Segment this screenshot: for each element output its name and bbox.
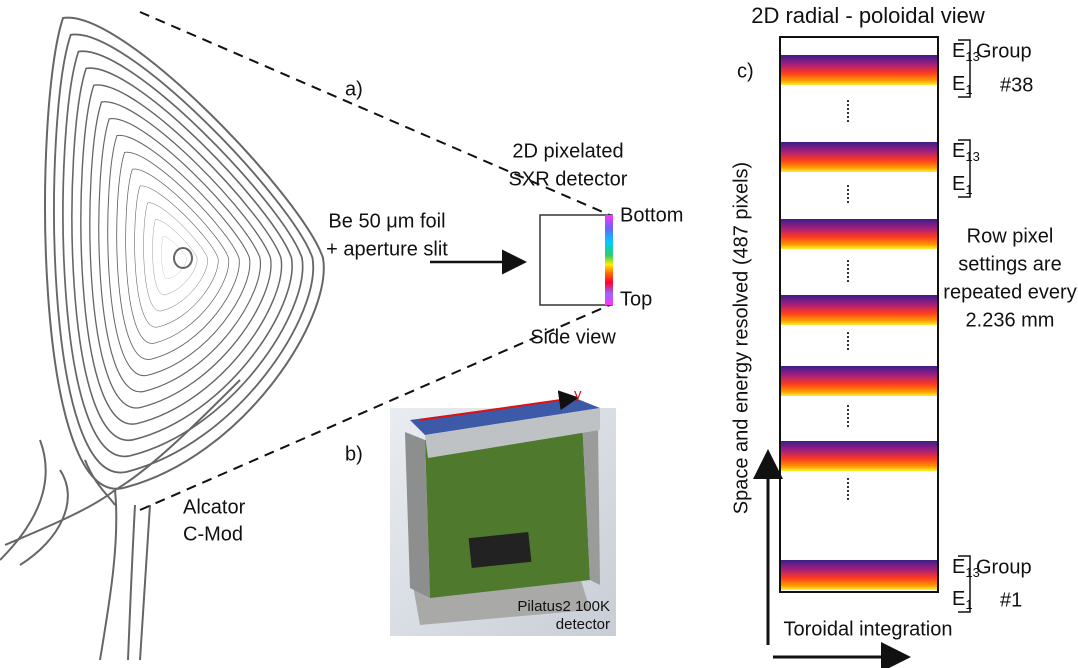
group-number: #1 [1000,589,1022,611]
flux-surface [135,186,219,327]
label: Alcator [183,496,246,518]
pixel-row-band [781,560,937,590]
energy-letter: E [952,73,965,95]
energy-letter: E [952,173,965,195]
panel-label: c) [737,60,754,82]
panel-label: a) [345,78,363,100]
flux-surfaces [45,18,324,489]
pixel-row-band [781,366,937,396]
note-line: repeated every [943,281,1076,303]
energy-letter: E [952,588,965,610]
energy-subscript: 13 [965,149,979,164]
energy-subscript: 1 [965,597,972,612]
axis-title: Toroidal integration [784,618,953,640]
flux-surface [174,248,192,268]
pixel-row-band [781,441,937,471]
group-name: Group [976,556,1032,578]
note-line: 2.236 mm [966,309,1055,331]
energy-letter: E [952,556,965,578]
label: Be 50 μm foil [328,210,445,232]
energy-subscript: 1 [965,182,972,197]
label: C-Mod [183,523,243,545]
axis-title: Space and energy resolved (487 pixels) [730,162,752,514]
pixel-row-band [781,295,937,325]
label: Side view [530,326,616,348]
note-line: Row pixel [967,225,1054,247]
label: Bottom [620,204,683,226]
energy-label: E13 [952,140,980,164]
axis-label: y [574,386,582,403]
detector-box [540,215,612,305]
energy-subscript: 1 [965,82,972,97]
caption: detector [556,616,610,633]
energy-letter: E [952,40,965,62]
group-number: #38 [1000,74,1033,96]
group-name: Group [976,40,1032,62]
label: Top [620,288,652,310]
panel-title: 2D radial - poloidal view [751,3,985,28]
flux-surface [54,34,313,472]
separatrix-legs [0,380,240,660]
label: 2D pixelated [512,140,623,162]
panel-label: b) [345,443,363,465]
detector-pixels [605,215,613,305]
note: Row pixel settings are repeated every 2.236… [943,225,1076,331]
pixel-row-band [781,55,937,85]
flux-surface [144,203,208,311]
figure: a) 2D pixelated SXR detector Be 50 μm fo… [0,0,1078,668]
label: + aperture slit [326,238,448,260]
pixel-row-band [781,219,937,249]
note-line: settings are [958,253,1061,275]
caption: Pilatus2 100K [517,598,610,615]
label: SXR detector [509,168,628,190]
pixel-row-band [781,142,937,172]
energy-letter: E [952,140,965,162]
